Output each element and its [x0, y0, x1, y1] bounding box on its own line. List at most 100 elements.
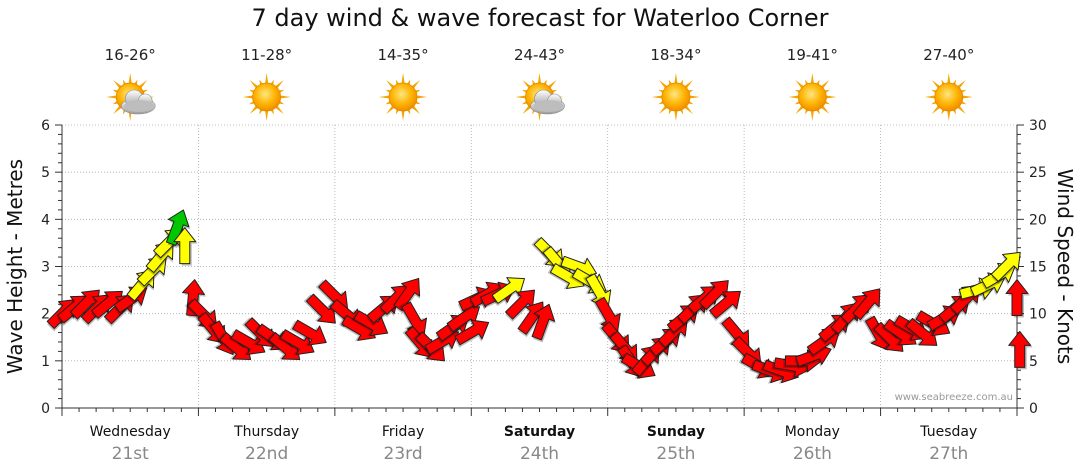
wind-arrow-shape: [1005, 279, 1029, 317]
wind-arrow: [398, 301, 428, 337]
day-date-label: 21st: [112, 444, 149, 464]
sun-ray: [128, 73, 132, 85]
sun-ray: [522, 104, 532, 114]
sun-ray: [810, 109, 815, 121]
wind-arrow-shape: [454, 319, 490, 346]
sun-ray: [242, 95, 254, 99]
day-name-label: Monday: [785, 424, 840, 440]
sun-ray: [795, 104, 805, 114]
sun-ray: [961, 95, 973, 99]
left-axis-title: Wave Height - Metres: [3, 159, 27, 374]
day-name-label: Saturday: [504, 424, 575, 440]
sun-ray: [820, 104, 830, 114]
partly-cloudy-icon: [515, 73, 565, 121]
wind-arrow: [592, 296, 621, 332]
wind-arrow: [173, 227, 198, 266]
sunny-icon: [788, 73, 837, 121]
wind-arrow: [1005, 279, 1030, 318]
wind-arrow: [165, 209, 191, 249]
sun-ray: [931, 104, 941, 114]
wind-arrow: [1008, 330, 1033, 370]
right-tick-label: 5: [1029, 354, 1038, 370]
day-temp-label: 11-28°: [241, 46, 292, 64]
left-tick-label: 5: [41, 165, 50, 181]
sun-ray: [924, 95, 936, 99]
sun-ray: [401, 109, 405, 121]
left-tick-label: 0: [41, 401, 50, 417]
sun-ray: [810, 73, 815, 85]
day-name-label: Sunday: [647, 424, 705, 440]
sun-ray: [386, 80, 396, 90]
sun-ray: [956, 80, 966, 90]
wind-arrow-shape: [292, 319, 327, 346]
day-date-label: 24th: [520, 444, 559, 464]
sun-ray: [113, 104, 123, 114]
wind-arrow: [289, 319, 327, 346]
left-tick-label: 1: [41, 354, 50, 370]
day-temp-label: 19-41°: [787, 46, 838, 64]
sun-ray: [956, 104, 966, 114]
right-tick-label: 0: [1029, 401, 1038, 417]
sun-disc: [388, 82, 418, 112]
day-name-label: Thursday: [233, 424, 299, 440]
wind-arrow-shape: [165, 209, 190, 247]
wind-arrow-shape: [491, 277, 526, 304]
sun-ray: [379, 95, 391, 99]
right-axis-title: Wind Speed - Knots: [1053, 169, 1077, 365]
sun-ray: [138, 80, 148, 90]
sun-ray: [113, 80, 123, 90]
sun-disc: [934, 82, 964, 112]
watermark: www.seabreeze.com.au: [895, 392, 1013, 403]
left-tick-label: 6: [41, 118, 50, 134]
wind-arrow-shape: [401, 301, 428, 337]
sun-ray: [249, 80, 259, 90]
day-name-label: Friday: [382, 424, 424, 440]
right-tick-label: 15: [1029, 260, 1047, 276]
sun-ray: [825, 95, 837, 99]
cloud-shape: [120, 89, 156, 115]
sun-ray: [651, 95, 664, 99]
wind-arrow: [709, 290, 741, 322]
wind-arrow-shape: [852, 288, 881, 321]
left-tick-label: 2: [41, 307, 50, 323]
sunny-icon: [379, 73, 428, 121]
sun-ray: [386, 104, 396, 114]
day-date-label: 23rd: [384, 444, 423, 464]
sun-ray: [683, 104, 693, 114]
sun-ray: [522, 80, 532, 90]
wind-arrow-shape: [531, 303, 556, 341]
sun-ray: [947, 109, 951, 121]
day-temp-label: 14-35°: [378, 46, 429, 64]
sun-ray: [658, 80, 669, 90]
sun-ray: [410, 80, 421, 90]
day-date-label: 27th: [929, 444, 968, 464]
sun-ray: [537, 73, 542, 85]
left-tick-label: 3: [41, 260, 50, 276]
sun-ray: [788, 95, 800, 99]
sun-ray: [931, 80, 941, 90]
day-name-label: Wednesday: [90, 424, 171, 440]
wind-arrow: [852, 288, 881, 323]
sun-ray: [547, 80, 557, 90]
sun-ray: [415, 95, 428, 99]
day-name-label: Tuesday: [919, 424, 977, 440]
wind-arrow: [393, 277, 421, 314]
wind-arrow: [491, 277, 526, 307]
wind-arrow-shape: [173, 227, 197, 265]
day-temp-label: 18-34°: [650, 46, 701, 64]
day-temp-label: 27-40°: [923, 46, 974, 64]
sun-ray: [658, 104, 669, 114]
wind-arrow-shape: [990, 251, 1021, 282]
sun-ray: [820, 80, 830, 90]
sun-ray: [264, 109, 269, 121]
sunny-icon: [651, 73, 700, 121]
wind-arrow: [454, 319, 490, 348]
sunny-icon: [924, 73, 973, 121]
sun-ray: [274, 104, 284, 114]
chart-title: 7 day wind & wave forecast for Waterloo …: [251, 4, 829, 32]
right-tick-label: 20: [1029, 212, 1047, 228]
wind-arrow: [531, 303, 556, 343]
sun-ray: [106, 95, 118, 99]
sun-ray: [795, 80, 805, 90]
